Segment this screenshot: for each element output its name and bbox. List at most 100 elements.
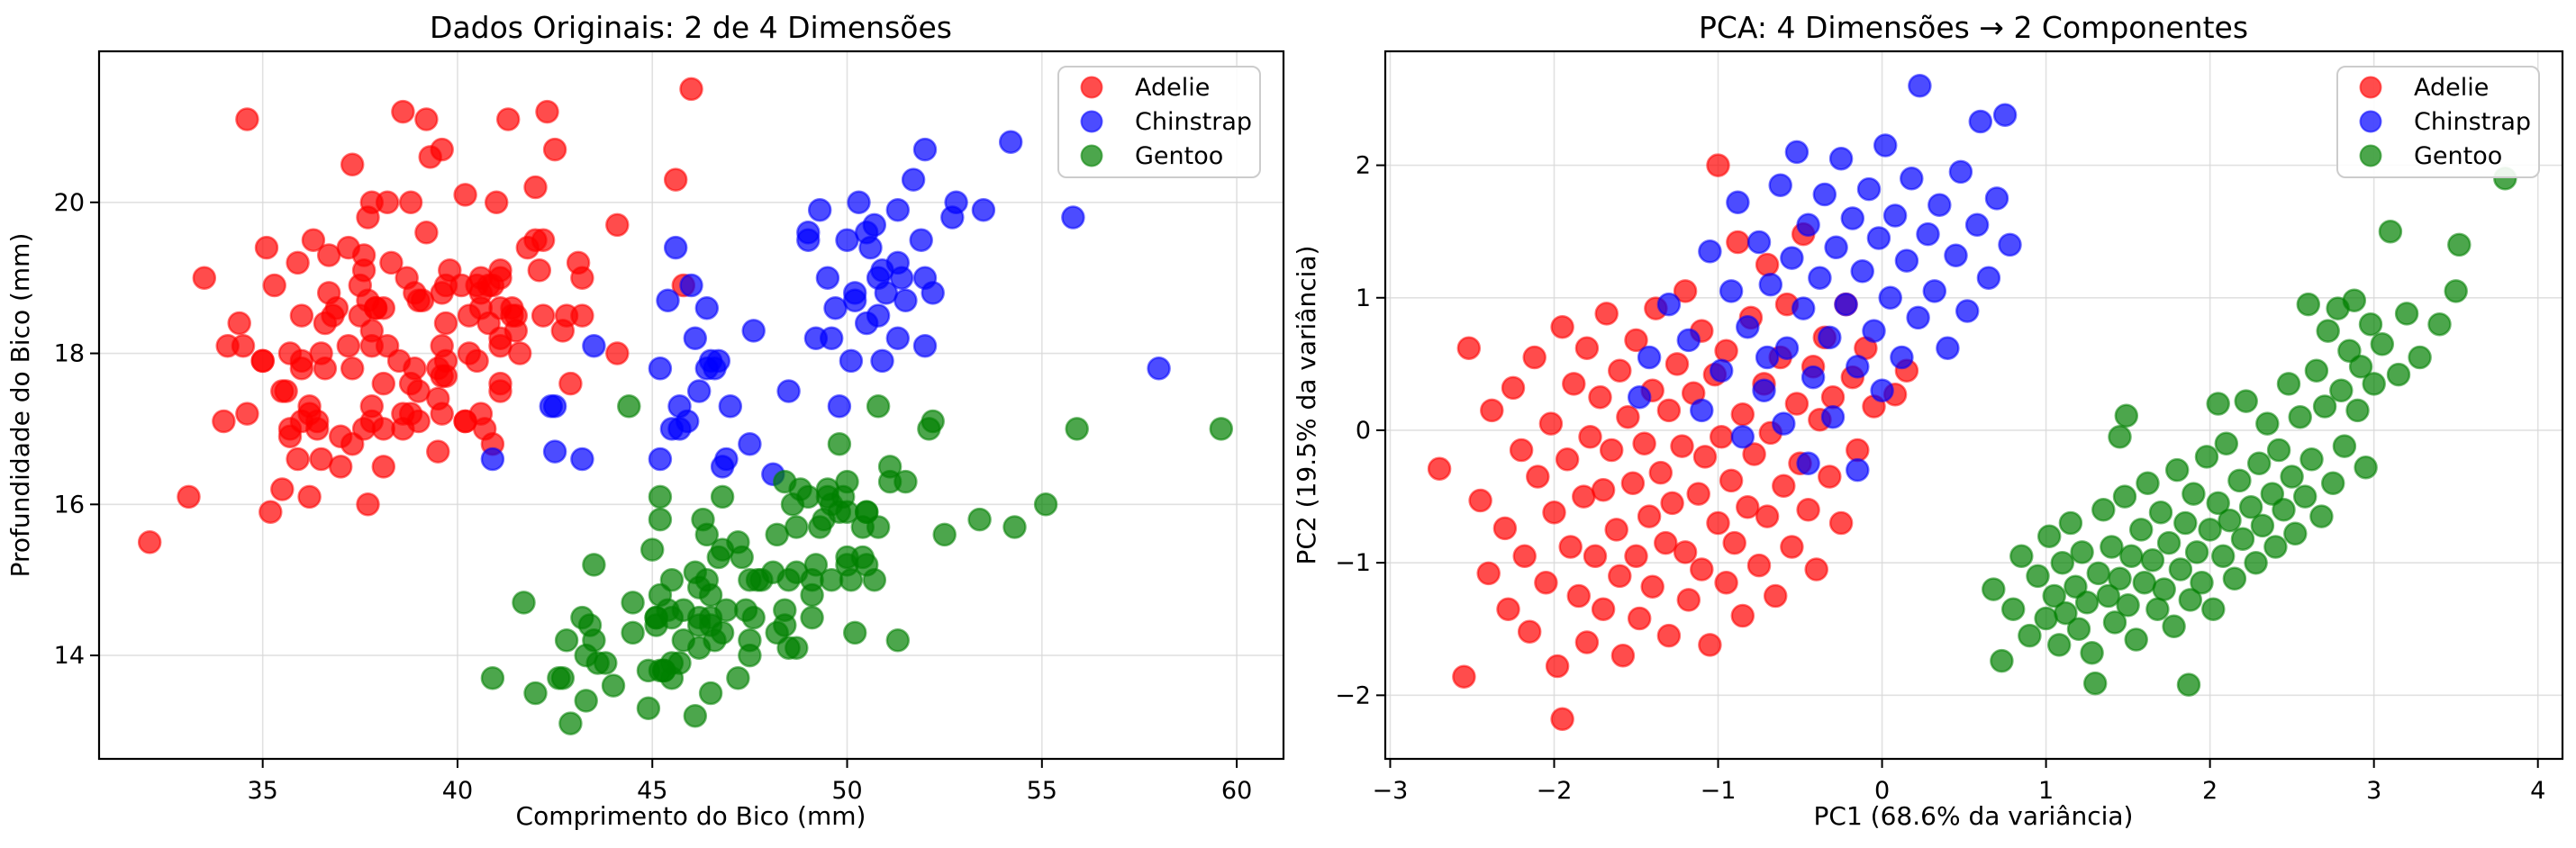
data-point-gentoo	[2342, 288, 2367, 312]
data-point-gentoo	[2316, 319, 2340, 343]
data-point-gentoo	[694, 567, 720, 592]
data-point-chinstrap	[1676, 328, 1701, 353]
data-point-gentoo	[2234, 389, 2258, 413]
data-point-chinstrap	[1755, 345, 1780, 370]
data-point-chinstrap	[1698, 239, 1722, 264]
data-point-gentoo	[773, 613, 797, 637]
x-tick-label: 3	[2366, 777, 2381, 805]
data-point-adelie	[359, 394, 385, 419]
data-point-gentoo	[480, 665, 505, 690]
data-point-gentoo	[2156, 530, 2181, 555]
data-point-adelie	[1594, 302, 1619, 326]
data-point-gentoo	[2218, 508, 2242, 533]
data-point-chinstrap	[842, 288, 867, 313]
data-point-adelie	[1538, 411, 1564, 436]
data-point-chinstrap	[885, 197, 911, 222]
data-point-adelie	[1562, 372, 1586, 396]
data-point-chinstrap	[1870, 378, 1894, 403]
data-point-gentoo	[2320, 471, 2345, 496]
data-point-gentoo	[659, 605, 685, 630]
data-point-adelie	[1620, 471, 1646, 496]
data-point-chinstrap	[944, 190, 968, 215]
data-point-chinstrap	[1784, 140, 1810, 165]
data-point-chinstrap	[885, 326, 911, 351]
x-tick-label: 60	[1221, 777, 1252, 805]
data-point-adelie	[457, 303, 482, 328]
data-point-adelie	[426, 439, 450, 464]
data-point-adelie	[309, 341, 333, 365]
data-point-chinstrap	[1873, 133, 1898, 158]
data-point-adelie	[1624, 328, 1648, 353]
data-point-gentoo	[2034, 606, 2058, 631]
data-point-chinstrap	[1955, 299, 1980, 323]
data-point-chinstrap	[858, 235, 883, 260]
data-point-gentoo	[2238, 495, 2263, 519]
data-point-adelie	[1501, 375, 1526, 401]
data-point-gentoo	[2152, 577, 2176, 601]
data-point-gentoo	[2309, 504, 2334, 528]
data-point-adelie	[1572, 484, 1596, 509]
data-point-adelie	[1640, 574, 1664, 599]
data-point-gentoo	[2074, 591, 2100, 615]
data-point-gentoo	[2042, 583, 2066, 609]
legend-label-chinstrap: Chinstrap	[1135, 108, 1252, 136]
data-point-gentoo	[577, 613, 603, 637]
data-point-adelie	[1664, 352, 1690, 376]
data-point-adelie	[351, 258, 376, 283]
data-point-adelie	[430, 137, 454, 162]
data-point-gentoo	[2176, 672, 2201, 697]
data-point-gentoo	[2066, 617, 2091, 642]
right-x-axis-label: PC1 (68.6% da variância)	[1814, 801, 2134, 831]
data-point-adelie	[605, 341, 630, 365]
data-point-chinstrap	[1856, 176, 1882, 202]
data-point-chinstrap	[1948, 159, 1973, 185]
data-point-chinstrap	[1820, 404, 1846, 429]
data-point-adelie	[1468, 488, 1492, 513]
x-tick-label: 1	[2038, 777, 2054, 805]
data-point-gentoo	[967, 507, 992, 532]
data-point-gentoo	[1209, 417, 1234, 441]
data-point-adelie	[137, 530, 162, 555]
y-tick-label: 14	[54, 642, 85, 670]
series-adelie	[137, 77, 703, 555]
data-point-adelie	[250, 348, 275, 374]
data-point-gentoo	[636, 658, 661, 683]
data-point-adelie	[1512, 544, 1537, 569]
data-point-gentoo	[2198, 518, 2222, 542]
data-point-adelie	[566, 250, 591, 275]
data-point-gentoo	[2082, 671, 2108, 696]
data-point-gentoo	[738, 567, 762, 592]
data-point-adelie	[1828, 510, 1854, 536]
data-point-adelie	[386, 348, 412, 374]
data-point-adelie	[1509, 438, 1534, 463]
data-point-adelie	[1726, 230, 1750, 255]
data-point-adelie	[605, 212, 630, 238]
data-point-adelie	[1480, 398, 1504, 423]
data-point-gentoo	[601, 673, 626, 698]
data-point-adelie	[1583, 544, 1608, 569]
data-point-chinstrap	[648, 447, 673, 472]
data-point-gentoo	[2345, 398, 2370, 423]
data-point-gentoo	[2026, 564, 2050, 589]
data-point-gentoo	[2378, 219, 2403, 244]
data-point-adelie	[289, 303, 314, 328]
data-point-adelie	[558, 371, 583, 396]
data-point-chinstrap	[847, 190, 871, 215]
left-plot-title: Dados Originais: 2 de 4 Dimensões	[430, 10, 952, 45]
data-point-chinstrap	[1719, 279, 1744, 303]
data-point-adelie	[1709, 425, 1734, 449]
data-point-chinstrap	[776, 379, 801, 403]
data-point-gentoo	[2108, 566, 2132, 591]
data-point-gentoo	[2394, 302, 2419, 326]
data-point-gentoo	[2046, 633, 2072, 657]
data-point-adelie	[468, 266, 494, 290]
x-tick-label: −2	[1537, 777, 1573, 805]
data-point-adelie	[430, 401, 454, 426]
data-point-adelie	[336, 235, 361, 260]
data-point-adelie	[297, 484, 322, 510]
data-point-gentoo	[800, 567, 824, 592]
data-point-gentoo	[2119, 544, 2144, 569]
right-plot-title: PCA: 4 Dimensões → 2 Componentes	[1699, 10, 2248, 45]
data-point-adelie	[340, 152, 365, 177]
